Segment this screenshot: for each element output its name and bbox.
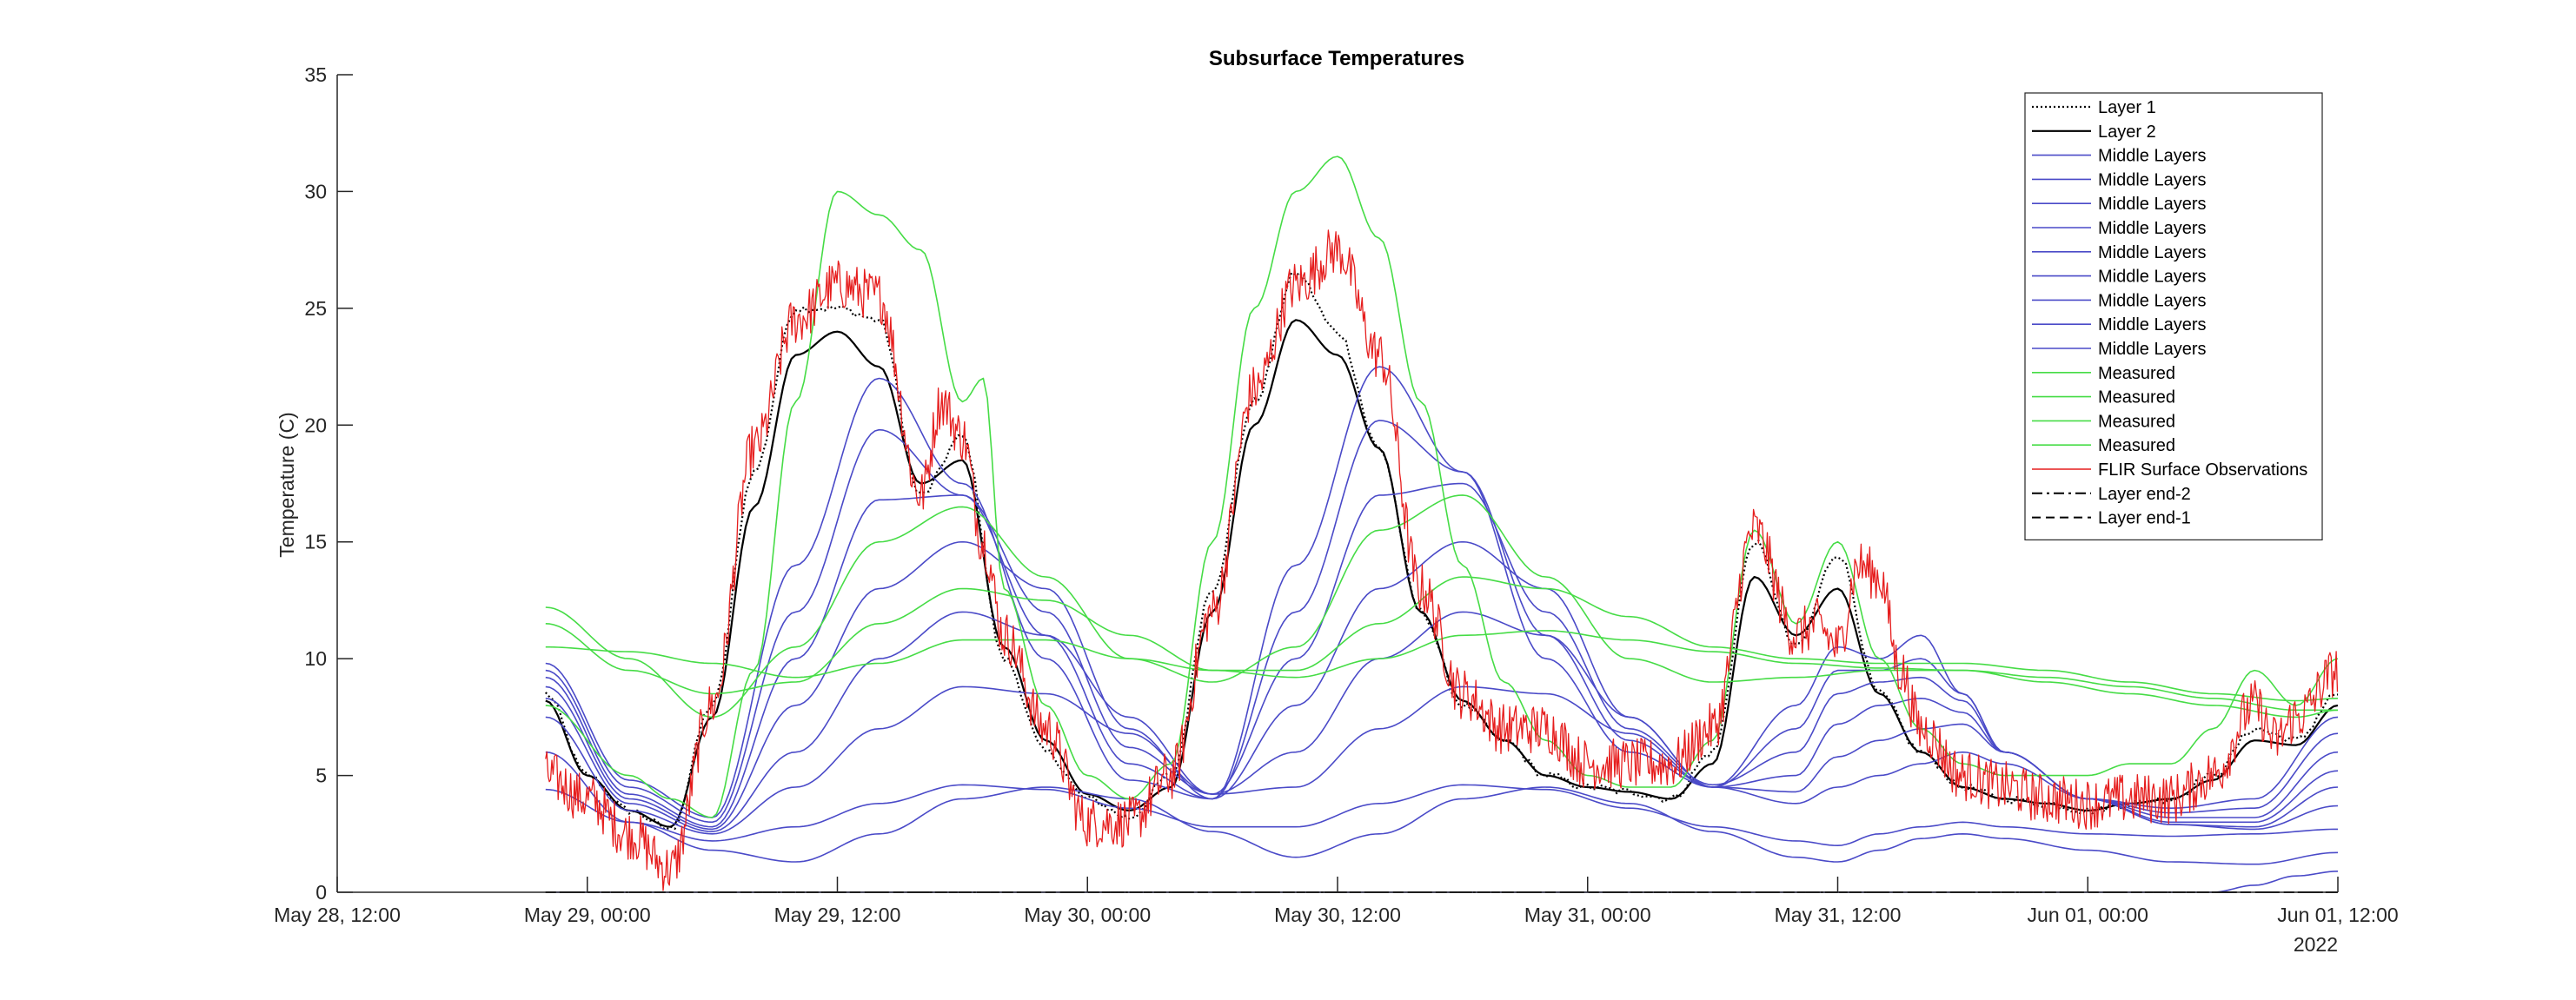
legend-label: Middle Layers (2098, 147, 2207, 166)
legend-label: Middle Layers (2098, 243, 2207, 262)
legend: Layer 1 Layer 2 Middle Layers Middle Layers… (2024, 92, 2323, 541)
series-line-9 (545, 751, 2338, 847)
legend-label: Middle Layers (2098, 170, 2207, 189)
x-tick-label: May 29, 12:00 (774, 904, 901, 926)
legend-label: FLIR Surface Observations (2098, 460, 2307, 480)
legend-label: Layer 2 (2098, 123, 2156, 142)
chart-title: Subsurface Temperatures (1209, 47, 1464, 70)
series-line-2 (545, 319, 2339, 828)
x-tick-label: May 30, 00:00 (1024, 904, 1151, 926)
y-axis-label: Temperature (C) (276, 412, 298, 557)
x-tick-label: May 29, 00:00 (524, 904, 651, 926)
series-line-13 (545, 494, 2339, 719)
legend-label: Middle Layers (2098, 340, 2207, 359)
legend-label: Layer 1 (2098, 98, 2156, 117)
axes: 0 5 10 15 20 25 30 35 May 28, 12:00 May 29, 00:00… (274, 63, 2399, 956)
series-line-14 (545, 576, 2339, 702)
legend-label: Middle Layers (2098, 315, 2207, 334)
legend-label: Middle Layers (2098, 291, 2207, 310)
x-tick-label: May 28, 12:00 (274, 904, 401, 926)
legend-label: Measured (2098, 364, 2175, 383)
series-line-16 (545, 229, 2339, 891)
y-tick-label: 0 (315, 881, 327, 904)
x-tick-label: May 31, 12:00 (1775, 904, 1902, 926)
legend-label: Middle Layers (2098, 195, 2207, 214)
legend-label: Layer end-2 (2098, 485, 2191, 504)
y-tick-label: 30 (304, 180, 327, 202)
series-line-10 (545, 786, 2339, 865)
legend-label: Middle Layers (2098, 219, 2207, 238)
x-year-label: 2022 (2294, 933, 2338, 956)
series-line-7 (545, 611, 2339, 832)
y-tick-label: 5 (315, 765, 327, 787)
y-tick-label: 25 (304, 297, 327, 320)
x-tick-label: May 30, 12:00 (1274, 904, 1401, 926)
legend-label: Middle Layers (2098, 268, 2207, 287)
legend-box (2024, 92, 2323, 541)
y-tick-label: 10 (304, 647, 327, 670)
x-tick-label: Jun 01, 12:00 (2277, 904, 2398, 926)
x-tick-label: May 31, 00:00 (1524, 904, 1651, 926)
y-tick-label: 35 (304, 63, 327, 86)
y-tick-label: 15 (304, 531, 327, 553)
series-line-12 (545, 156, 2339, 818)
legend-label: Measured (2098, 412, 2175, 431)
legend-label: Measured (2098, 436, 2175, 455)
x-tick-label: Jun 01, 00:00 (2028, 904, 2148, 926)
legend-label: Layer end-1 (2098, 509, 2191, 528)
y-tick-label: 20 (304, 414, 327, 436)
legend-label: Measured (2098, 388, 2175, 407)
